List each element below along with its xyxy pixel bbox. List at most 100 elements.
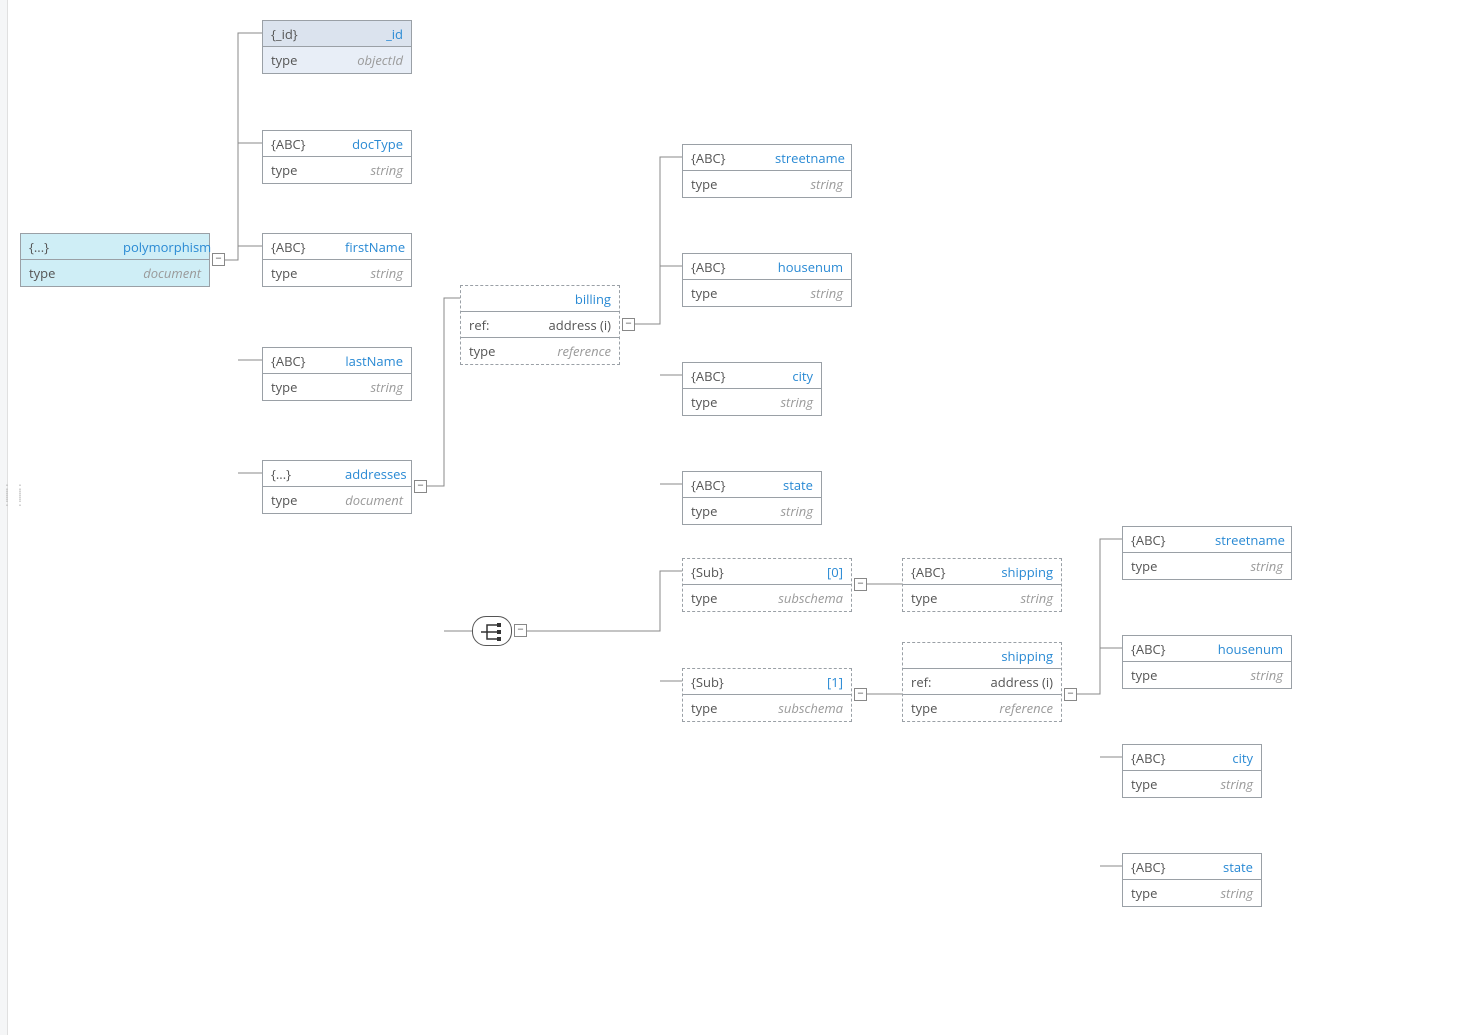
- schema-node-b_state[interactable]: {ABC}statetypestring: [682, 471, 822, 525]
- collapse-toggle-icon[interactable]: −: [622, 318, 635, 331]
- type-value: string: [1207, 662, 1291, 688]
- type-label: type: [263, 47, 337, 73]
- ref-label: ref:: [903, 669, 982, 694]
- schema-node-lastName[interactable]: {ABC}lastNametypestring: [262, 347, 412, 401]
- schema-node-billing[interactable]: billingref:address (i)typereference: [460, 285, 620, 365]
- schema-node-firstName[interactable]: {ABC}firstNametypestring: [262, 233, 412, 287]
- field-name: city: [752, 363, 821, 388]
- schema-node-sub0[interactable]: {Sub}[0]typesubschema: [682, 558, 852, 612]
- type-tag: {ABC}: [263, 234, 337, 259]
- schema-node-s_house[interactable]: {ABC}housenumtypestring: [1122, 635, 1292, 689]
- type-value: string: [337, 374, 411, 400]
- type-label: type: [1123, 771, 1192, 797]
- type-value: string: [1192, 880, 1261, 906]
- collapse-toggle-icon[interactable]: −: [1064, 688, 1077, 701]
- type-value: string: [1207, 553, 1291, 579]
- type-value: string: [767, 171, 851, 197]
- type-value: subschema: [767, 695, 851, 721]
- type-label: type: [1123, 880, 1192, 906]
- type-label: type: [1123, 662, 1207, 688]
- diagram-canvas: ⋮⋮⋮⋮⋮⋮ {...}polymorphismtypedocument{_id…: [0, 0, 1458, 1035]
- schema-node-b_street[interactable]: {ABC}streetnametypestring: [682, 144, 852, 198]
- field-name: city: [1192, 745, 1261, 770]
- schema-node-sub1[interactable]: {Sub}[1]typesubschema: [682, 668, 852, 722]
- type-value: document: [337, 487, 411, 513]
- type-value: reference: [540, 338, 619, 364]
- type-tag: {ABC}: [903, 559, 982, 584]
- type-label: type: [461, 338, 540, 364]
- left-gutter: ⋮⋮⋮⋮⋮⋮: [0, 0, 8, 1035]
- schema-node-b_house[interactable]: {ABC}housenumtypestring: [682, 253, 852, 307]
- type-tag: {Sub}: [683, 559, 767, 584]
- field-name: docType: [337, 131, 411, 156]
- field-name: _id: [337, 21, 411, 46]
- gutter-grip-icon: ⋮⋮⋮⋮⋮⋮: [1, 486, 27, 504]
- field-name: [0]: [767, 559, 851, 584]
- type-tag: {ABC}: [1123, 527, 1207, 552]
- type-label: type: [903, 585, 982, 611]
- type-value: document: [115, 260, 209, 286]
- type-label: type: [683, 695, 767, 721]
- ref-label: ref:: [461, 312, 540, 337]
- schema-node-b_city[interactable]: {ABC}citytypestring: [682, 362, 822, 416]
- collapse-toggle-icon[interactable]: −: [514, 624, 527, 637]
- type-tag: {ABC}: [683, 472, 752, 497]
- schema-node-id[interactable]: {_id}_idtypeobjectId: [262, 20, 412, 74]
- type-tag: {ABC}: [1123, 745, 1192, 770]
- type-tag: {ABC}: [263, 348, 337, 373]
- collapse-toggle-icon[interactable]: −: [414, 480, 427, 493]
- type-value: string: [767, 280, 851, 306]
- type-value: reference: [982, 695, 1061, 721]
- field-name: streetname: [1207, 527, 1291, 552]
- type-tag: {...}: [263, 461, 337, 486]
- field-name: lastName: [337, 348, 411, 373]
- schema-node-addresses[interactable]: {...}addressestypedocument: [262, 460, 412, 514]
- schema-node-docType[interactable]: {ABC}docTypetypestring: [262, 130, 412, 184]
- collapse-toggle-icon[interactable]: −: [854, 578, 867, 591]
- ref-value: address (i): [982, 669, 1061, 694]
- schema-node-s_city[interactable]: {ABC}citytypestring: [1122, 744, 1262, 798]
- field-name: state: [752, 472, 821, 497]
- type-tag: {Sub}: [683, 669, 767, 694]
- type-value: string: [752, 389, 821, 415]
- field-name: shipping: [982, 559, 1061, 584]
- type-label: type: [21, 260, 115, 286]
- type-tag: {ABC}: [1123, 854, 1192, 879]
- field-name: polymorphism: [115, 234, 209, 259]
- type-tag: {ABC}: [1123, 636, 1207, 661]
- collapse-toggle-icon[interactable]: −: [854, 688, 867, 701]
- field-name: addresses: [337, 461, 411, 486]
- type-tag: {ABC}: [683, 254, 767, 279]
- type-label: type: [263, 487, 337, 513]
- choice-node-icon[interactable]: [472, 616, 512, 646]
- type-tag: {...}: [21, 234, 115, 259]
- schema-node-shipping1[interactable]: shippingref:address (i)typereference: [902, 642, 1062, 722]
- type-label: type: [1123, 553, 1207, 579]
- type-value: string: [982, 585, 1061, 611]
- type-tag: {ABC}: [683, 363, 752, 388]
- schema-node-shipping0[interactable]: {ABC}shippingtypestring: [902, 558, 1062, 612]
- type-label: type: [683, 171, 767, 197]
- schema-node-s_state[interactable]: {ABC}statetypestring: [1122, 853, 1262, 907]
- collapse-toggle-icon[interactable]: −: [212, 253, 225, 266]
- schema-node-root[interactable]: {...}polymorphismtypedocument: [20, 233, 210, 287]
- type-label: type: [263, 260, 337, 286]
- type-label: type: [683, 498, 752, 524]
- type-value: string: [752, 498, 821, 524]
- type-label: type: [683, 280, 767, 306]
- field-name: streetname: [767, 145, 851, 170]
- type-tag: {ABC}: [263, 131, 337, 156]
- ref-value: address (i): [540, 312, 619, 337]
- field-name: firstName: [337, 234, 411, 259]
- type-label: type: [683, 585, 767, 611]
- type-value: string: [337, 157, 411, 183]
- type-value: string: [337, 260, 411, 286]
- type-value: string: [1192, 771, 1261, 797]
- type-label: type: [263, 374, 337, 400]
- field-name: billing: [540, 286, 619, 311]
- field-name: housenum: [1207, 636, 1291, 661]
- schema-node-s_street[interactable]: {ABC}streetnametypestring: [1122, 526, 1292, 580]
- type-value: subschema: [767, 585, 851, 611]
- type-tag: {_id}: [263, 21, 337, 46]
- type-label: type: [903, 695, 982, 721]
